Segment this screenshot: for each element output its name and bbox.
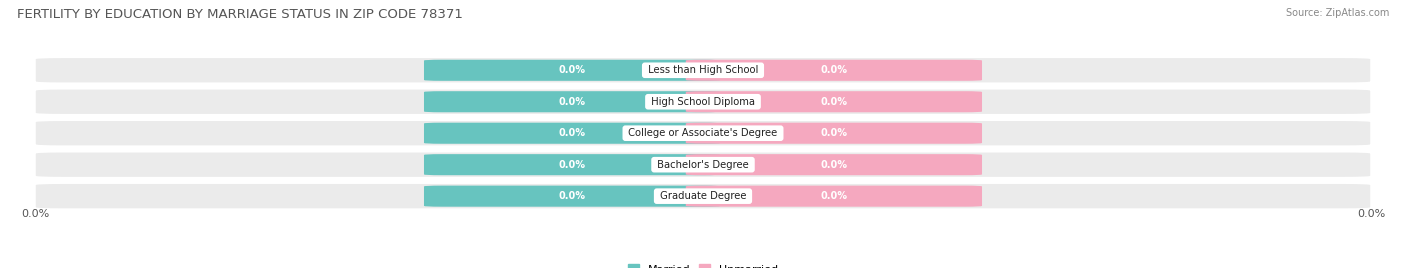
Text: 0.0%: 0.0% bbox=[558, 160, 586, 170]
Text: 0.0%: 0.0% bbox=[820, 65, 848, 75]
FancyBboxPatch shape bbox=[425, 60, 720, 81]
FancyBboxPatch shape bbox=[425, 154, 720, 175]
FancyBboxPatch shape bbox=[686, 123, 981, 144]
Text: 0.0%: 0.0% bbox=[558, 128, 586, 138]
Text: FERTILITY BY EDUCATION BY MARRIAGE STATUS IN ZIP CODE 78371: FERTILITY BY EDUCATION BY MARRIAGE STATU… bbox=[17, 8, 463, 21]
Text: 0.0%: 0.0% bbox=[1357, 209, 1385, 219]
Text: High School Diploma: High School Diploma bbox=[648, 97, 758, 107]
FancyBboxPatch shape bbox=[35, 120, 1371, 146]
FancyBboxPatch shape bbox=[686, 60, 981, 81]
Text: 0.0%: 0.0% bbox=[21, 209, 49, 219]
Text: 0.0%: 0.0% bbox=[820, 97, 848, 107]
FancyBboxPatch shape bbox=[35, 183, 1371, 209]
FancyBboxPatch shape bbox=[35, 151, 1371, 178]
Text: 0.0%: 0.0% bbox=[558, 97, 586, 107]
Text: 0.0%: 0.0% bbox=[558, 191, 586, 201]
FancyBboxPatch shape bbox=[686, 91, 981, 112]
FancyBboxPatch shape bbox=[425, 186, 720, 207]
Text: Less than High School: Less than High School bbox=[645, 65, 761, 75]
Text: 0.0%: 0.0% bbox=[820, 160, 848, 170]
Legend: Married, Unmarried: Married, Unmarried bbox=[623, 260, 783, 268]
Text: Graduate Degree: Graduate Degree bbox=[657, 191, 749, 201]
FancyBboxPatch shape bbox=[686, 154, 981, 175]
Text: 0.0%: 0.0% bbox=[820, 191, 848, 201]
Text: 0.0%: 0.0% bbox=[820, 128, 848, 138]
FancyBboxPatch shape bbox=[425, 91, 720, 112]
Text: Bachelor's Degree: Bachelor's Degree bbox=[654, 160, 752, 170]
FancyBboxPatch shape bbox=[35, 88, 1371, 115]
FancyBboxPatch shape bbox=[425, 123, 720, 144]
Text: Source: ZipAtlas.com: Source: ZipAtlas.com bbox=[1285, 8, 1389, 18]
Text: College or Associate's Degree: College or Associate's Degree bbox=[626, 128, 780, 138]
FancyBboxPatch shape bbox=[35, 57, 1371, 84]
FancyBboxPatch shape bbox=[686, 186, 981, 207]
Text: 0.0%: 0.0% bbox=[558, 65, 586, 75]
